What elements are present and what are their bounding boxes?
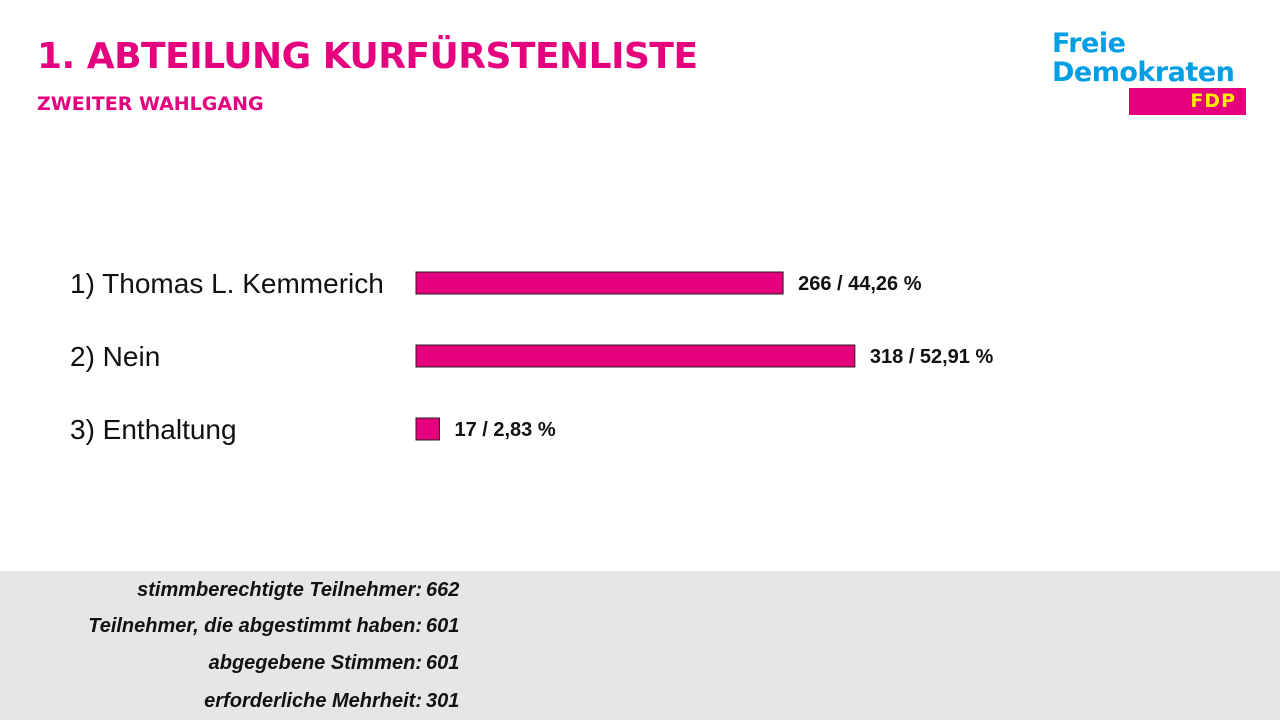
bar — [415, 344, 856, 368]
stats-panel: stimmberechtigte Teilnehmer: 662 Teilneh… — [0, 571, 1280, 720]
bar-value-label: 17 / 2,83 % — [454, 419, 555, 441]
stat-value: 662 — [426, 579, 460, 601]
results-bar-chart: 1) Thomas L. Kemmerich 266 / 44,26 % 2) Ne… — [70, 268, 994, 445]
category-label: 1) Thomas L. Kemmerich — [70, 268, 384, 299]
logo-line-freie: Freie — [1052, 28, 1126, 59]
stat-row-votes-cast: abgegebene Stimmen: 601 — [0, 652, 470, 682]
stat-row-eligible: stimmberechtigte Teilnehmer: 662 — [0, 579, 470, 609]
stat-row-required-majority: erforderliche Mehrheit: 301 — [0, 690, 470, 720]
page-title: 1. ABTEILUNG KURFÜRSTENLISTE — [37, 36, 698, 77]
stat-label: erforderliche Mehrheit: — [204, 690, 422, 712]
logo-badge: FDP — [1129, 88, 1246, 115]
page-subtitle: ZWEITER WAHLGANG — [37, 93, 264, 115]
stat-value: 301 — [426, 690, 460, 712]
bar — [415, 417, 440, 441]
stat-value: 601 — [426, 652, 460, 674]
stat-label: Teilnehmer, die abgestimmt haben: — [88, 615, 422, 637]
stat-value: 601 — [426, 615, 460, 637]
bar-value-label: 318 / 52,91 % — [870, 346, 994, 368]
category-label: 2) Nein — [70, 341, 160, 372]
fdp-logo: Freie Demokraten FDP — [1052, 28, 1248, 118]
stat-label: stimmberechtigte Teilnehmer: — [137, 579, 422, 601]
logo-badge-text: FDP — [1190, 90, 1236, 112]
category-label: 3) Enthaltung — [70, 414, 237, 445]
bar — [415, 271, 784, 295]
bar-value-label: 266 / 44,26 % — [798, 273, 922, 295]
logo-line-demokraten: Demokraten — [1052, 57, 1235, 88]
stat-label: abgegebene Stimmen: — [208, 652, 422, 674]
stat-row-voted: Teilnehmer, die abgestimmt haben: 601 — [0, 615, 470, 645]
